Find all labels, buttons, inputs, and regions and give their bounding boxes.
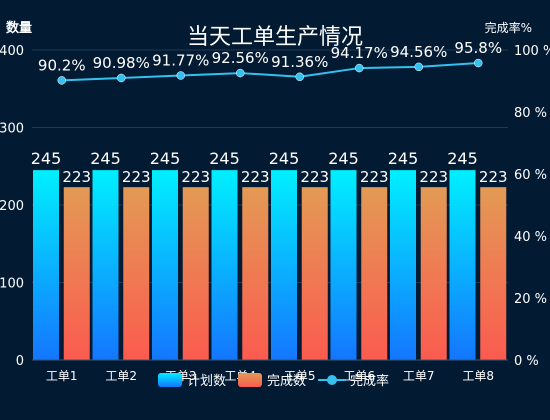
bar-plan-value-label: 245 [150,149,181,168]
rate-value-label: 92.56% [212,49,269,67]
rate-point [474,58,483,68]
legend-swatch-plan [158,373,182,387]
bar-plan-value-label: 245 [328,149,359,168]
bar-plan [330,170,357,360]
legend-item-done[interactable]: 完成数 [238,373,306,389]
rate-value-label: 91.77% [152,52,209,70]
legend-label-rate: 完成率 [350,373,389,389]
y-right-tick-label: 80 % [514,106,547,121]
bar-done-value-label: 223 [300,168,329,186]
rate-value-label: 90.2% [38,56,86,74]
bar-done [361,187,388,360]
bar-plan [33,170,59,360]
bar-plan-value-label: 245 [269,149,300,168]
x-tick-label: 工单1 [46,369,78,383]
bar-done [301,187,328,360]
bar-done-value-label: 223 [62,168,91,186]
y-right-tick-label: 100 % [514,44,550,59]
chart-title: 当天工单生产情况 [187,25,363,50]
y-right-tick-label: 60 % [514,168,547,183]
bar-done [420,187,447,360]
rate-value-label: 91.36% [271,53,328,71]
bar-plan [390,170,416,360]
x-tick-label: 工单7 [403,369,435,383]
bar-plan-value-label: 245 [447,149,478,168]
bar-done [480,187,507,360]
rate-line [61,62,479,82]
y-tick-label: 100 [0,277,24,292]
bar-done [182,187,209,360]
y-tick-label: 200 [0,199,24,214]
bar-done [63,187,90,360]
bar-done-value-label: 223 [181,168,210,186]
rate-point [57,76,66,85]
rate-point [117,73,126,83]
rate-value-label: 90.98% [93,54,150,72]
bar-plan [152,170,178,360]
rate-point [295,72,304,82]
bars-layer: 2452232452232452232452232452232452232452… [31,149,508,360]
x-tick-label: 工单8 [462,369,494,383]
y-right-tick-label: 20 % [514,292,547,307]
bar-done-value-label: 223 [360,168,389,186]
rate-value-label: 95.8% [454,39,502,57]
x-tick-label: 工单6 [343,369,375,383]
bar-done-value-label: 223 [241,168,270,186]
bar-plan-value-label: 245 [90,149,121,168]
legend-item-plan[interactable]: 计划数 [158,373,226,389]
rate-point [176,71,185,80]
rate-point [414,62,423,72]
bar-done-value-label: 223 [122,168,151,186]
bar-done-value-label: 223 [419,168,448,186]
y-tick-label: 300 [0,122,24,137]
legend-item-rate[interactable]: 完成率 [318,373,389,389]
bar-plan [449,170,476,360]
legend-swatch-done [238,373,262,387]
legend-label-plan: 计划数 [187,374,226,389]
bar-plan [92,170,119,360]
chart-legend: 计划数 完成数 完成率 [158,373,389,389]
bar-done [242,187,269,360]
y-tick-label: 0 [16,354,24,369]
right-axis-title: 完成率% [485,20,532,35]
bar-plan [211,170,238,360]
bar-plan-value-label: 245 [31,149,62,168]
rate-value-label: 94.56% [390,43,447,61]
left-axis-title: 数量 [6,20,32,36]
line-layer: 90.2% 90.98% 91.77% 92.56% 91.36% 94.17% 94.56… [38,39,502,85]
rate-point [236,68,245,78]
bar-plan-value-label: 245 [388,149,419,168]
rate-value-label: 94.17% [331,44,388,62]
y-tick-label: 400 [0,44,24,59]
bar-plan [271,170,297,360]
legend-label-done: 完成数 [267,374,306,389]
y-right-tick-label: 40 % [514,230,547,245]
x-tick-label: 工单2 [105,369,137,383]
bar-done [123,187,150,360]
x-tick-label: 工单5 [284,369,316,383]
axis-layer: 0 100 200 300 400 0 % 20 % 40 % 60 % 80 % 100 % 工单1… [0,44,550,383]
y-right-tick-label: 0 % [514,354,539,369]
legend-swatch-rate-dot [327,375,337,385]
rate-point [355,63,364,73]
bar-plan-value-label: 245 [209,149,240,168]
bar-done-value-label: 223 [479,168,508,186]
